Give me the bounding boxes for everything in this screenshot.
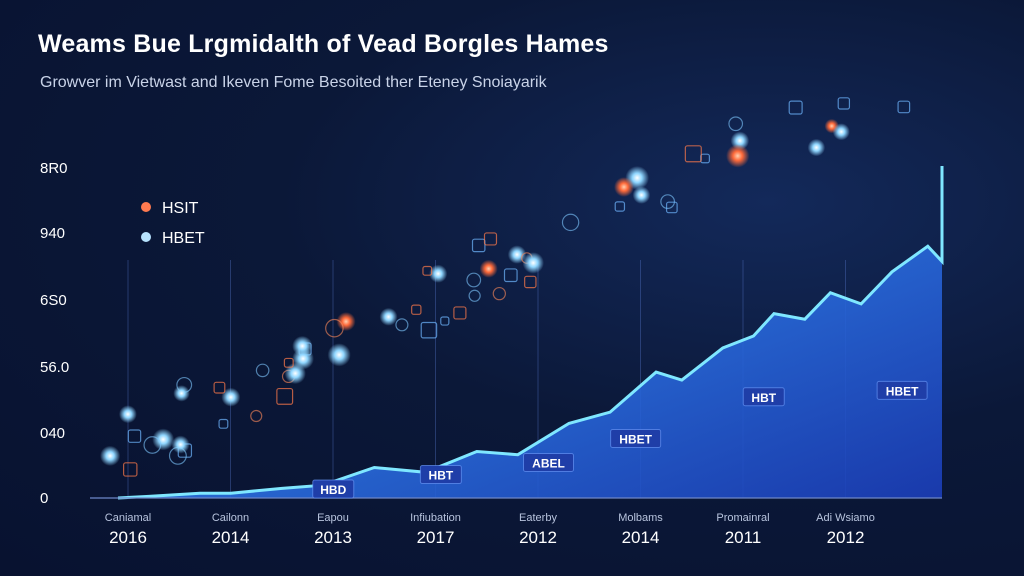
glow-dot [726,144,750,168]
x-category-label: Cailonn [212,512,249,524]
icon-tile [123,462,138,477]
y-axis-ticks: 0 040 56.0 6S0 940 8R0 [40,160,69,507]
icon-tile [127,429,142,443]
glow-dot [479,259,498,278]
chart-subtitle: Growver im Vietwast and Ikeven Fome Beso… [40,74,547,91]
icon-tile [440,316,450,326]
icon-tile [788,100,803,115]
icon-ring [325,318,344,338]
y-tick-label: 56.0 [40,359,69,376]
x-category-year: 2014 [212,528,250,547]
y-tick-label: 940 [40,225,65,242]
annotation-box [312,479,355,499]
legend: HSIT HBET [141,200,205,247]
x-category-year: 2011 [725,528,762,547]
glow-dot [171,435,190,454]
icon-ring [466,272,482,288]
icon-tile [276,387,294,405]
glow-dot [807,138,826,157]
x-category-year: 2017 [417,528,455,547]
icon-ring [143,436,162,454]
icon-ring [250,409,263,423]
annotation-box [419,465,462,485]
annotation-label: HBD [320,483,346,497]
glow-dot [152,428,175,451]
glow-dot [327,343,351,367]
annotation-label: HBT [751,391,776,405]
icon-tile [897,100,911,114]
annotation-label: HBT [429,469,454,483]
icon-tile [213,381,226,394]
glow-dot [118,405,137,424]
area-fill [118,166,942,498]
annotation-label: ABEL [532,457,565,471]
x-category-year: 2012 [827,528,865,547]
x-axis-categories: Caniamal 2016 Cailonn 2014 Eapou 2013 Infiubat… [105,512,875,547]
icon-tile [665,201,678,214]
icon-tile [837,97,851,110]
glow-dot [832,123,850,141]
glow-dot [292,335,313,357]
x-category-label: Promainral [716,512,769,524]
annotation-label: HBET [619,432,652,446]
icon-tile [283,357,294,368]
glow-dot [284,362,306,385]
x-category-year: 2014 [622,528,660,547]
y-tick-label: 040 [40,425,65,442]
x-category-label: Caniamal [105,512,151,524]
glow-dot [221,387,241,407]
x-category-year: 2013 [314,528,352,547]
icon-tile [411,304,422,315]
legend-swatch [141,232,151,242]
annotation-box [610,428,662,448]
glow-dot [522,252,544,274]
legend-swatch [141,202,151,212]
icon-ring [492,286,506,301]
annotation-box [742,387,785,407]
legend-label: HSIT [162,200,199,217]
icon-ring [255,363,270,378]
series-line [117,166,944,500]
glow-dot [100,445,121,466]
x-category-label: Eapou [317,512,349,524]
decor-particles [100,97,911,477]
icon-tile [422,265,433,276]
icon-tile [218,418,229,429]
glow-dot [173,385,190,402]
icon-tile [524,275,537,289]
icon-tile [700,153,710,164]
icon-tile [614,201,626,212]
icon-ring [561,213,580,232]
x-category-label: Adi Wsiamo [816,512,875,524]
icon-tile [420,321,438,339]
x-category-label: Infiubation [410,512,461,524]
annotations: HBD HBT ABEL HBET HBT HBET [312,380,928,499]
glow-dot [632,186,651,204]
icon-ring [395,318,409,332]
icon-tile [503,268,518,283]
chart-title: Weams Bue Lrgmidalth of Vead Borgles Ham… [38,30,609,58]
x-category-year: 2012 [519,528,557,547]
legend-label: HBET [162,230,205,247]
annotation-box [523,453,574,473]
icon-tile [453,306,467,320]
x-category-year: 2016 [109,528,147,547]
y-tick-label: 0 [40,490,48,507]
glow-dot [336,312,356,332]
annotation-box [876,380,928,400]
icon-tile [684,145,702,163]
x-category-label: Molbams [618,512,663,524]
icon-tile [483,232,498,246]
y-tick-label: 8R0 [40,160,68,177]
x-category-label: Eaterby [519,512,557,524]
icon-ring [728,116,744,132]
glow-dot [379,307,398,326]
icon-tile [471,238,486,253]
annotation-label: HBET [886,384,919,398]
icon-ring [468,289,481,302]
glow-dot [614,177,634,197]
glow-dot [429,264,448,283]
y-tick-label: 6S0 [40,292,67,309]
